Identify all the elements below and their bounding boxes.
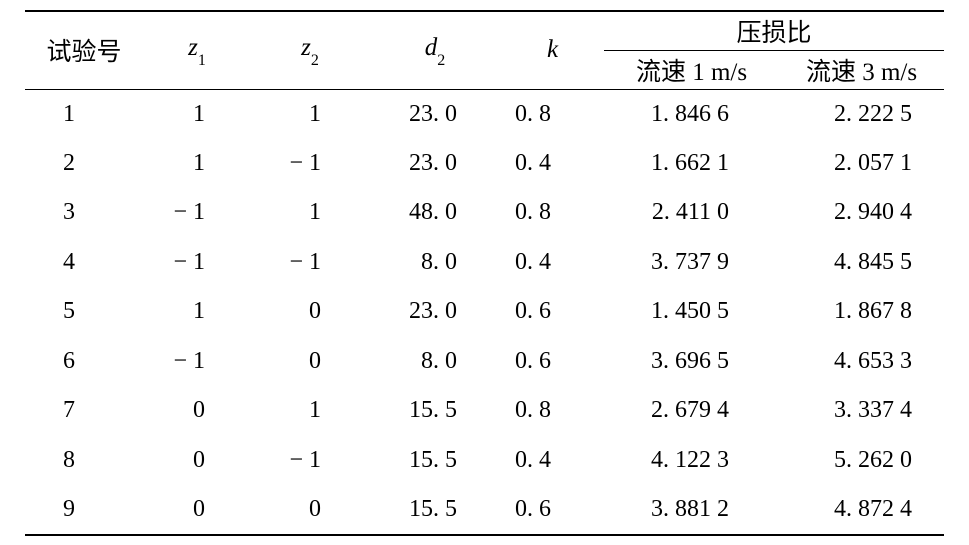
table-row: 51023. 00. 61. 45051. 8678 (25, 287, 944, 337)
z2-sub: 2 (311, 52, 319, 69)
cell-p2: 2. 0571 (779, 139, 944, 189)
cell-p1: 2. 6794 (604, 386, 779, 436)
cell-trial: 6 (25, 337, 143, 387)
cell-k: 0. 8 (501, 386, 604, 436)
cell-p2: 4. 8455 (779, 238, 944, 288)
cell-d2: 48. 0 (369, 188, 501, 238)
header-pressure-ratio: 压损比 (604, 11, 944, 50)
header-z2: z2 (251, 11, 369, 89)
cell-d2: 8. 0 (369, 337, 501, 387)
cell-k: 0. 6 (501, 485, 604, 535)
table-row: 6− 108. 00. 63. 69654. 6533 (25, 337, 944, 387)
cell-k: 0. 4 (501, 238, 604, 288)
cell-z2: 1 (251, 188, 369, 238)
cell-z1: − 1 (143, 238, 251, 288)
table-row: 11123. 00. 81. 84662. 2225 (25, 89, 944, 139)
cell-p1: 1. 4505 (604, 287, 779, 337)
cell-z1: − 1 (143, 337, 251, 387)
cell-z1: 0 (143, 436, 251, 486)
cell-d2: 23. 0 (369, 89, 501, 139)
header-z1: z1 (143, 11, 251, 89)
table-row: 90015. 50. 63. 88124. 8724 (25, 485, 944, 535)
cell-z2: − 1 (251, 436, 369, 486)
cell-z2: 1 (251, 89, 369, 139)
k-var: k (547, 36, 558, 63)
header-speed1: 流速 1 m/s (604, 50, 779, 89)
cell-trial: 8 (25, 436, 143, 486)
cell-p1: 2. 4110 (604, 188, 779, 238)
cell-trial: 2 (25, 139, 143, 189)
cell-z1: − 1 (143, 188, 251, 238)
cell-z1: 1 (143, 139, 251, 189)
cell-p2: 3. 3374 (779, 386, 944, 436)
cell-p2: 2. 2225 (779, 89, 944, 139)
z2-var: z (301, 34, 311, 61)
cell-trial: 3 (25, 188, 143, 238)
cell-p1: 1. 6621 (604, 139, 779, 189)
cell-k: 0. 8 (501, 188, 604, 238)
table-row: 80− 115. 50. 44. 12235. 2620 (25, 436, 944, 486)
cell-k: 0. 4 (501, 139, 604, 189)
table-row: 3− 1148. 00. 82. 41102. 9404 (25, 188, 944, 238)
cell-p1: 1. 8466 (604, 89, 779, 139)
d2-sub: 2 (437, 52, 445, 69)
cell-z2: − 1 (251, 238, 369, 288)
cell-z1: 1 (143, 89, 251, 139)
cell-trial: 1 (25, 89, 143, 139)
cell-d2: 15. 5 (369, 386, 501, 436)
cell-z2: 0 (251, 485, 369, 535)
cell-d2: 23. 0 (369, 287, 501, 337)
cell-p1: 3. 8812 (604, 485, 779, 535)
table-row: 21− 123. 00. 41. 66212. 0571 (25, 139, 944, 189)
cell-k: 0. 6 (501, 337, 604, 387)
cell-p2: 4. 6533 (779, 337, 944, 387)
cell-z2: − 1 (251, 139, 369, 189)
cell-p1: 4. 1223 (604, 436, 779, 486)
d2-var: d (425, 34, 438, 61)
cell-p2: 1. 8678 (779, 287, 944, 337)
cell-d2: 8. 0 (369, 238, 501, 288)
cell-trial: 5 (25, 287, 143, 337)
cell-d2: 15. 5 (369, 485, 501, 535)
cell-z2: 1 (251, 386, 369, 436)
cell-z2: 0 (251, 337, 369, 387)
cell-p2: 5. 2620 (779, 436, 944, 486)
cell-d2: 23. 0 (369, 139, 501, 189)
cell-p2: 4. 8724 (779, 485, 944, 535)
header-speed3: 流速 3 m/s (779, 50, 944, 89)
cell-p1: 3. 7379 (604, 238, 779, 288)
cell-k: 0. 6 (501, 287, 604, 337)
cell-k: 0. 8 (501, 89, 604, 139)
cell-p2: 2. 9404 (779, 188, 944, 238)
cell-trial: 4 (25, 238, 143, 288)
table-row: 4− 1− 18. 00. 43. 73794. 8455 (25, 238, 944, 288)
cell-p1: 3. 6965 (604, 337, 779, 387)
cell-z1: 0 (143, 485, 251, 535)
cell-z1: 0 (143, 386, 251, 436)
header-trial: 试验号 (25, 11, 143, 89)
cell-z1: 1 (143, 287, 251, 337)
table-body: 11123. 00. 81. 84662. 222521− 123. 00. 4… (25, 89, 944, 535)
cell-k: 0. 4 (501, 436, 604, 486)
header-k: k (501, 11, 604, 89)
header-d2: d2 (369, 11, 501, 89)
cell-trial: 9 (25, 485, 143, 535)
data-table: 试验号 z1 z2 d2 k 压损比 流速 1 m/s 流速 3 m/s 111… (25, 10, 944, 536)
z1-sub: 1 (198, 52, 206, 69)
table-row: 70115. 50. 82. 67943. 3374 (25, 386, 944, 436)
z1-var: z (188, 34, 198, 61)
cell-z2: 0 (251, 287, 369, 337)
cell-d2: 15. 5 (369, 436, 501, 486)
cell-trial: 7 (25, 386, 143, 436)
